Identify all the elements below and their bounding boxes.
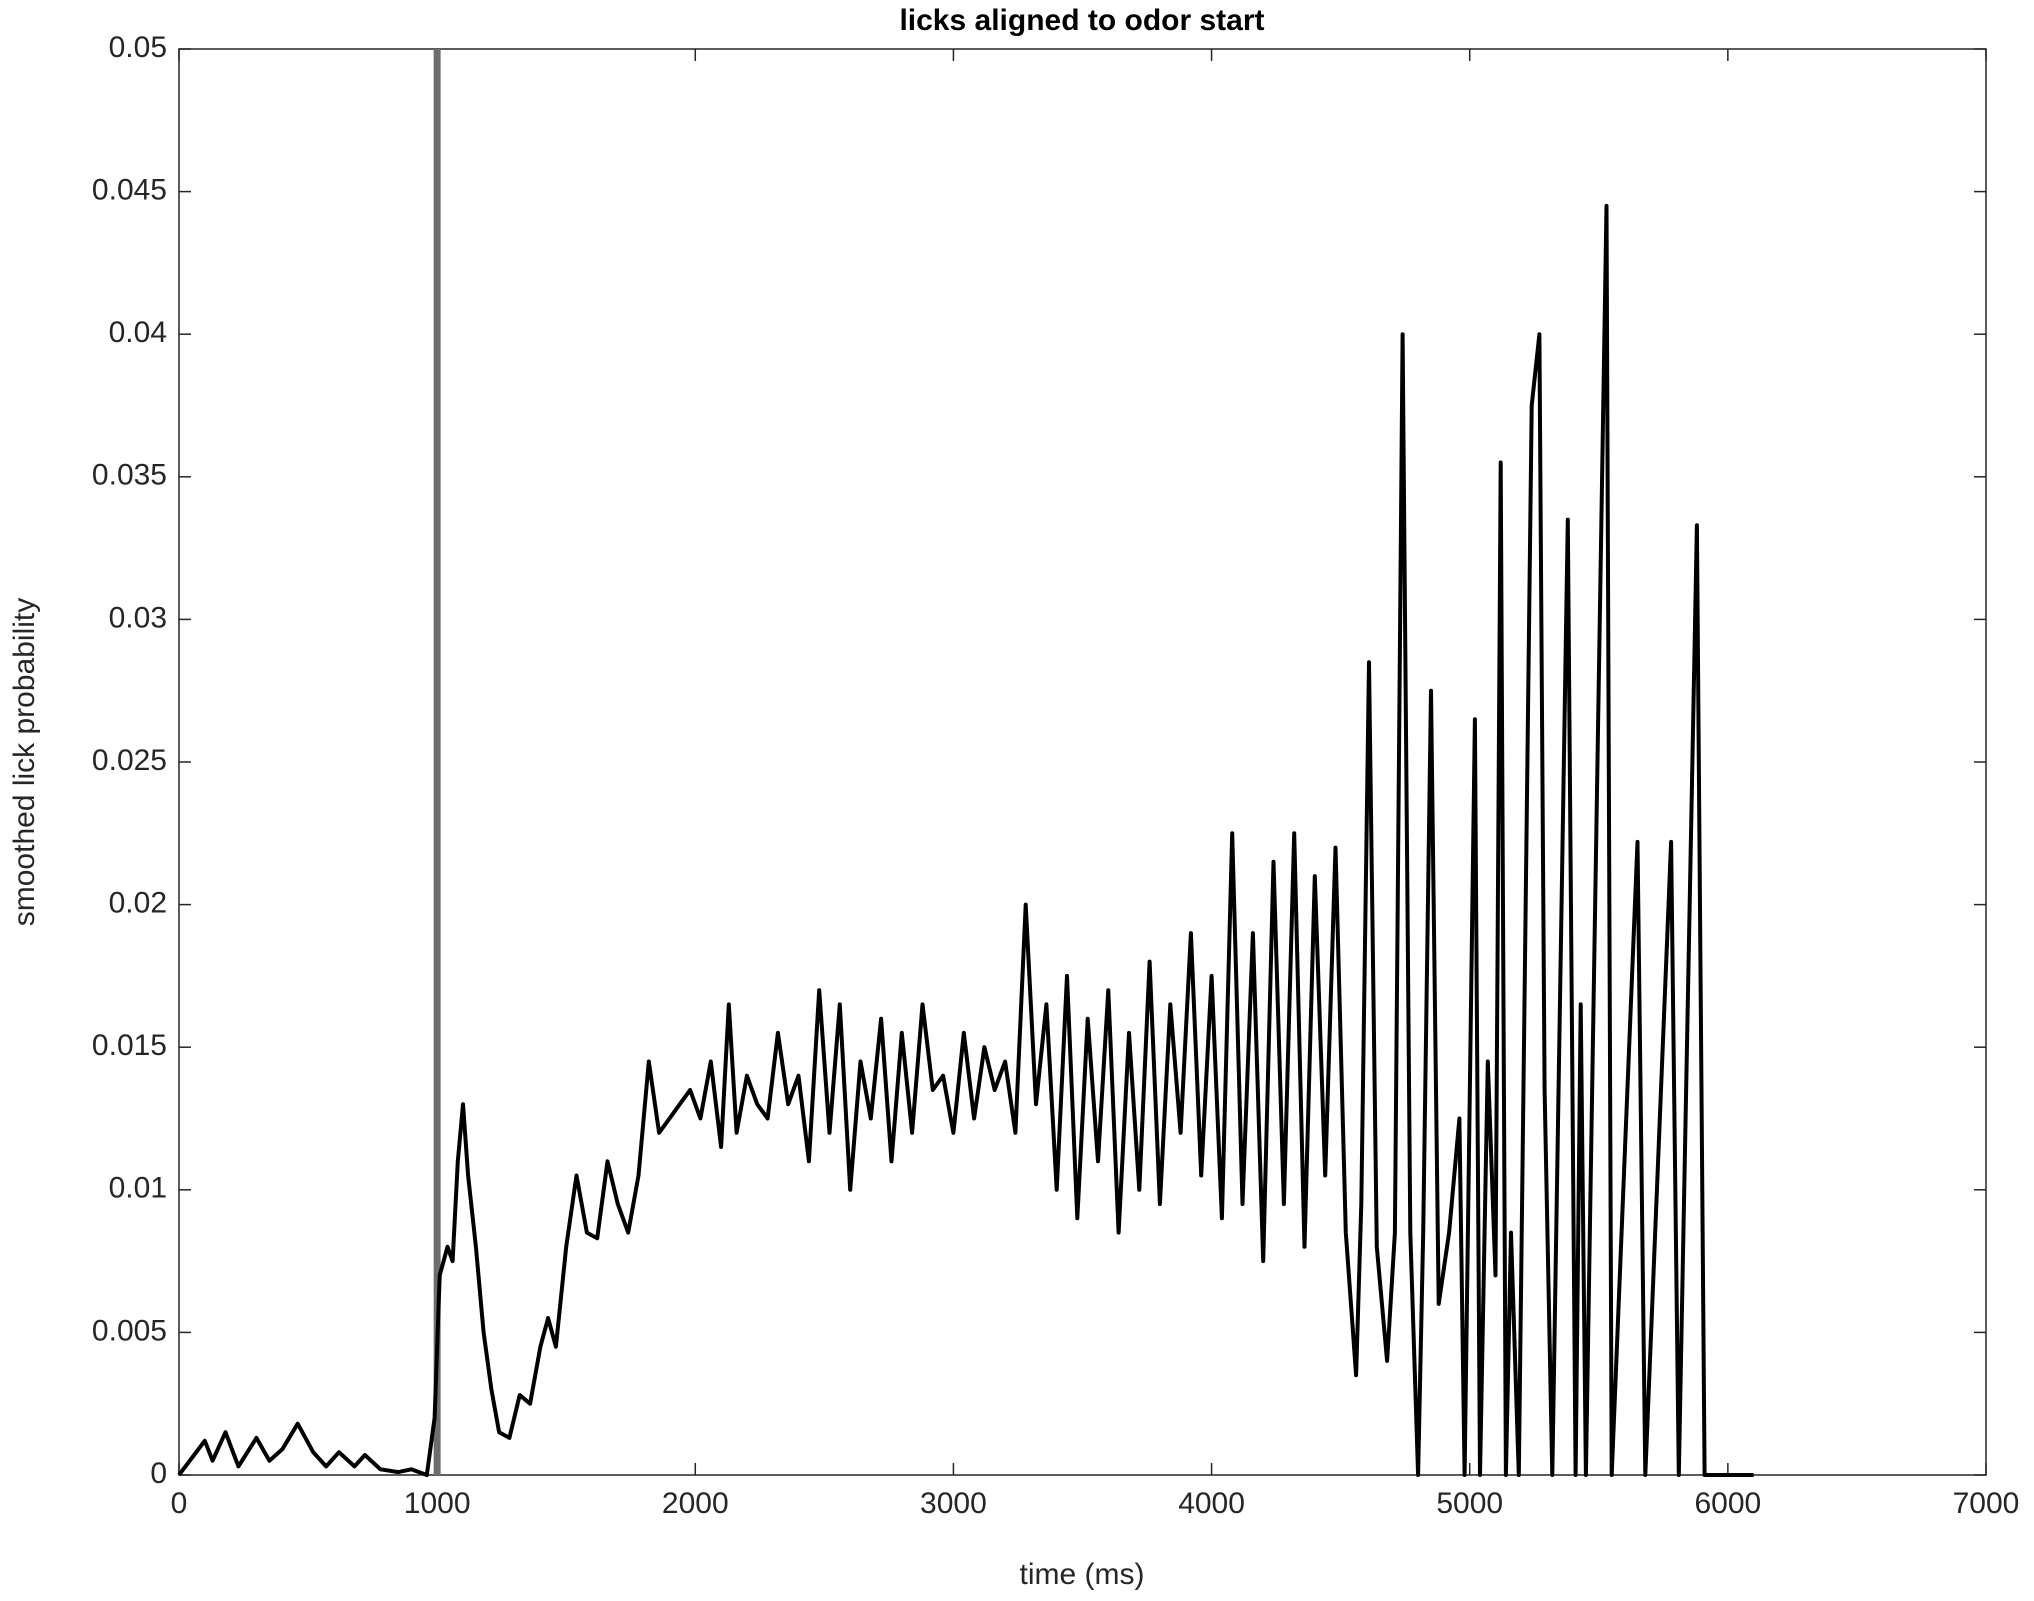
chart-title: licks aligned to odor start [899, 4, 1264, 37]
x-tick-label: 2000 [662, 1487, 729, 1520]
x-tick-label: 7000 [1953, 1487, 2020, 1520]
y-axis-label: smoothed lick probability [8, 598, 41, 927]
y-tick-label: 0.01 [109, 1172, 167, 1205]
y-tick-label: 0.02 [109, 887, 167, 920]
y-tick-label: 0.005 [92, 1314, 167, 1347]
y-tick-label: 0 [150, 1457, 167, 1490]
y-tick-label: 0.04 [109, 316, 167, 349]
y-tick-label: 0.045 [92, 174, 167, 207]
x-tick-label: 6000 [1694, 1487, 1761, 1520]
x-tick-label: 3000 [920, 1487, 987, 1520]
x-tick-label: 4000 [1178, 1487, 1245, 1520]
x-axis-label: time (ms) [1020, 1558, 1145, 1591]
y-tick-label: 0.03 [109, 601, 167, 634]
plot-frame [178, 48, 1987, 1476]
x-tick-label: 5000 [1436, 1487, 1503, 1520]
y-tick-label: 0.015 [92, 1029, 167, 1062]
x-tick-label: 0 [171, 1487, 188, 1520]
x-tick-label: 1000 [404, 1487, 471, 1520]
y-tick-label: 0.035 [92, 459, 167, 492]
y-tick-label: 0.025 [92, 744, 167, 777]
data-line [177, 203, 1754, 1477]
y-tick-label: 0.05 [109, 31, 167, 64]
